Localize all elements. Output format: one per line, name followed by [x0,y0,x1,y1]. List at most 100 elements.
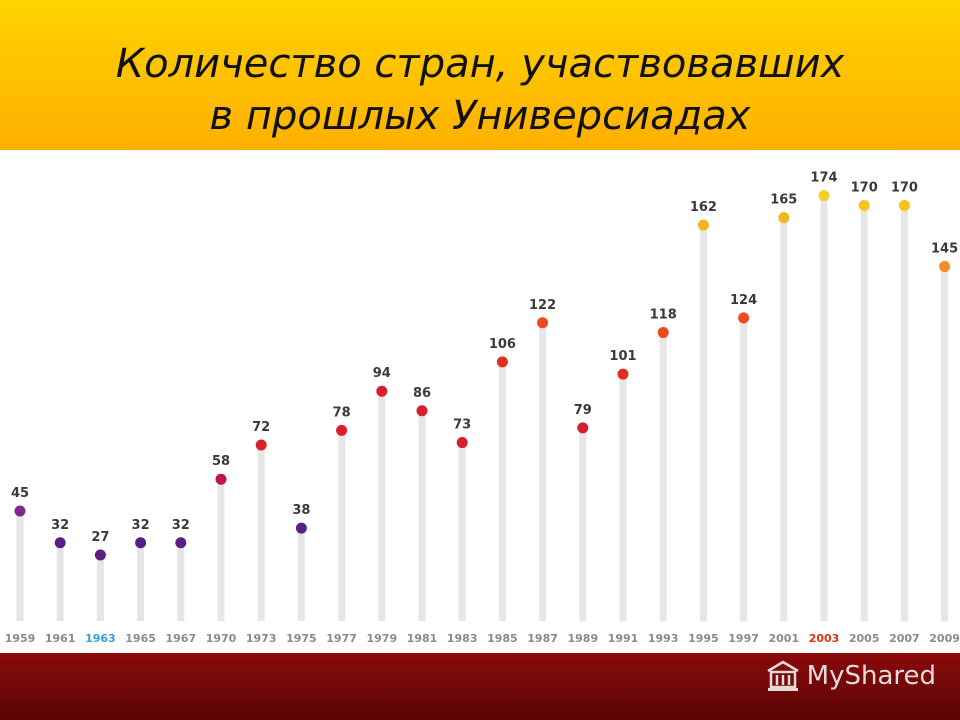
value-label-1989: 79 [574,403,592,418]
point-1967 [175,537,187,549]
stem-1995 [699,225,707,621]
point-2001 [778,212,790,224]
stem-1970 [217,479,225,621]
point-2007 [898,199,910,211]
value-label-1985: 106 [489,337,516,352]
stem-2003 [820,195,828,621]
stem-1977 [338,430,346,621]
point-1997 [738,312,750,324]
point-1991 [617,368,629,380]
building-icon [766,660,799,691]
watermark: MyShared [765,659,936,693]
lollipop-chart: 45 1959 32 1961 27 1963 32 1965 32 1967 58 1970 72 19… [5,171,960,645]
year-label-2003: 2003 [809,632,840,645]
title-line-2: в прошлых Универсиадах [209,93,751,139]
stem-1965 [137,542,145,621]
stem-1991 [619,374,627,621]
value-label-1981: 86 [413,386,431,401]
value-label-2009: 145 [931,242,958,257]
year-label-2007: 2007 [889,632,920,645]
year-label-1973: 1973 [246,632,277,645]
value-label-1997: 124 [730,293,757,308]
year-label-2001: 2001 [768,632,799,645]
year-label-1961: 1961 [45,632,76,645]
year-label-1983: 1983 [447,632,478,645]
year-label-1970: 1970 [206,632,237,645]
point-1979 [376,385,388,397]
point-1987 [537,317,549,329]
value-label-1993: 118 [650,308,677,323]
year-label-1981: 1981 [407,632,438,645]
watermark-text: MyShared [806,661,936,691]
year-label-1979: 1979 [366,632,397,645]
point-1965 [135,537,147,549]
value-label-1983: 73 [453,418,471,433]
value-label-2007: 170 [891,180,918,195]
header-banner: Количество стран, участвовавших в прошлы… [0,0,960,150]
point-1983 [456,437,468,449]
stem-2009 [941,266,949,621]
point-1963 [94,549,106,561]
point-1970 [215,473,227,485]
stem-1981 [418,410,426,621]
chart-area: 45 1959 32 1961 27 1963 32 1965 32 1967 58 1970 72 19… [0,150,960,653]
stem-1987 [539,322,547,621]
point-2009 [939,261,951,273]
year-label-1993: 1993 [648,632,679,645]
year-label-1997: 1997 [728,632,759,645]
footer-bar: MyShared [0,653,960,720]
year-label-1987: 1987 [527,632,558,645]
value-label-2003: 174 [810,171,837,186]
stem-1983 [458,442,466,621]
value-label-2001: 165 [770,193,797,208]
stem-1993 [659,332,667,621]
point-1995 [697,219,709,231]
value-label-1959: 45 [11,486,29,501]
point-1981 [416,405,428,417]
year-label-2009: 2009 [929,632,960,645]
value-label-1987: 122 [529,298,556,313]
point-2003 [818,190,830,202]
stem-2005 [860,205,868,621]
value-label-1995: 162 [690,200,717,215]
stem-1963 [96,555,104,621]
year-label-1959: 1959 [5,632,36,645]
value-label-1967: 32 [172,518,190,533]
stem-1967 [177,542,185,621]
point-1985 [496,356,508,368]
year-label-1965: 1965 [125,632,156,645]
year-label-1985: 1985 [487,632,518,645]
year-label-1989: 1989 [567,632,598,645]
value-label-1975: 38 [292,503,310,518]
point-1961 [54,537,66,549]
point-1993 [657,327,669,339]
year-label-1977: 1977 [326,632,357,645]
point-1989 [577,422,589,434]
year-label-1975: 1975 [286,632,317,645]
value-label-1963: 27 [91,530,109,545]
year-label-1991: 1991 [608,632,639,645]
stem-1959 [16,511,24,621]
year-label-1967: 1967 [165,632,196,645]
value-label-1965: 32 [132,518,150,533]
page-title: Количество стран, участвовавших в прошлы… [0,38,960,142]
value-label-2005: 170 [851,180,878,195]
stem-1985 [498,361,506,621]
stem-1997 [740,317,748,621]
point-1959 [14,505,26,517]
value-label-1961: 32 [51,518,69,533]
stem-1975 [297,528,305,621]
year-label-2005: 2005 [849,632,880,645]
year-label-1963: 1963 [85,632,116,645]
stem-2007 [900,205,908,621]
stem-1989 [579,427,587,621]
value-label-1977: 78 [333,405,351,420]
stem-1979 [378,391,386,621]
value-label-1973: 72 [252,420,270,435]
point-1975 [295,522,307,534]
stem-1961 [56,542,64,621]
year-label-1995: 1995 [688,632,719,645]
point-1973 [255,439,267,451]
value-label-1970: 58 [212,454,230,469]
value-label-1979: 94 [373,366,391,381]
